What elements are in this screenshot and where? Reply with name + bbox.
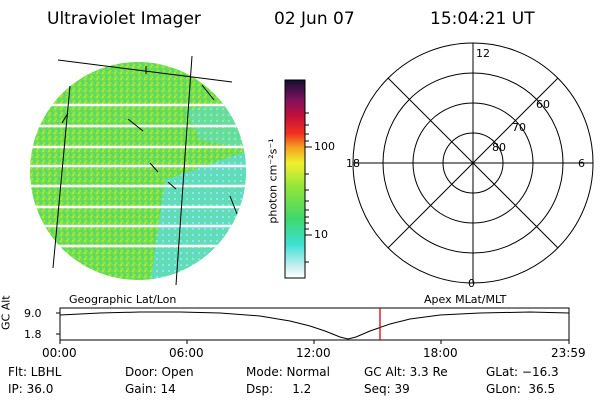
lat-label-70: 70 [512, 121, 526, 134]
colorbar-tick-10: 10 [314, 228, 328, 241]
status-mode: Mode: Normal [246, 365, 330, 379]
status-dsp: Dsp: 1.2 [246, 382, 312, 396]
status-ip: IP: 36.0 [8, 382, 54, 396]
x-tick-0600: 06:00 [169, 346, 204, 360]
lat-label-60: 60 [536, 98, 550, 111]
status-gain: Gain: 14 [125, 382, 176, 396]
status-filter: Flt: LBHL [8, 365, 62, 379]
x-tick-0000: 00:00 [42, 346, 77, 360]
status-glat: GLat: −16.3 [486, 365, 559, 379]
timeline-y-tick-top: 9.0 [24, 307, 42, 320]
status-door: Door: Open [125, 365, 194, 379]
mlt-label-6: 6 [578, 157, 585, 170]
x-tick-1800: 18:00 [423, 346, 458, 360]
image-time: 15:04:21 UT [430, 9, 535, 29]
x-tick-1200: 12:00 [296, 346, 331, 360]
x-tick-2359: 23:59 [551, 346, 586, 360]
timeline-y-tick-bottom: 1.8 [24, 328, 42, 341]
status-seq: Seq: 39 [364, 382, 410, 396]
mlt-label-12: 12 [476, 47, 490, 60]
app-title: Ultraviolet Imager [47, 9, 201, 29]
image-date: 02 Jun 07 [274, 9, 355, 29]
status-gc-alt: GC Alt: 3.3 Re [364, 365, 448, 379]
timeline-left-title: Geographic Lat/Lon [69, 293, 177, 306]
altitude-curve [59, 311, 570, 340]
lat-label-80: 80 [492, 141, 506, 154]
mlt-label-18: 18 [346, 157, 360, 170]
geographic-grid-lines [52, 55, 238, 286]
timeline-right-title: Apex MLat/MLT [424, 293, 507, 306]
uv-disk [30, 62, 246, 280]
mlt-label-0: 0 [468, 277, 475, 290]
colorbar-tick-100: 100 [314, 140, 335, 153]
status-glon: GLon: 36.5 [486, 382, 556, 396]
